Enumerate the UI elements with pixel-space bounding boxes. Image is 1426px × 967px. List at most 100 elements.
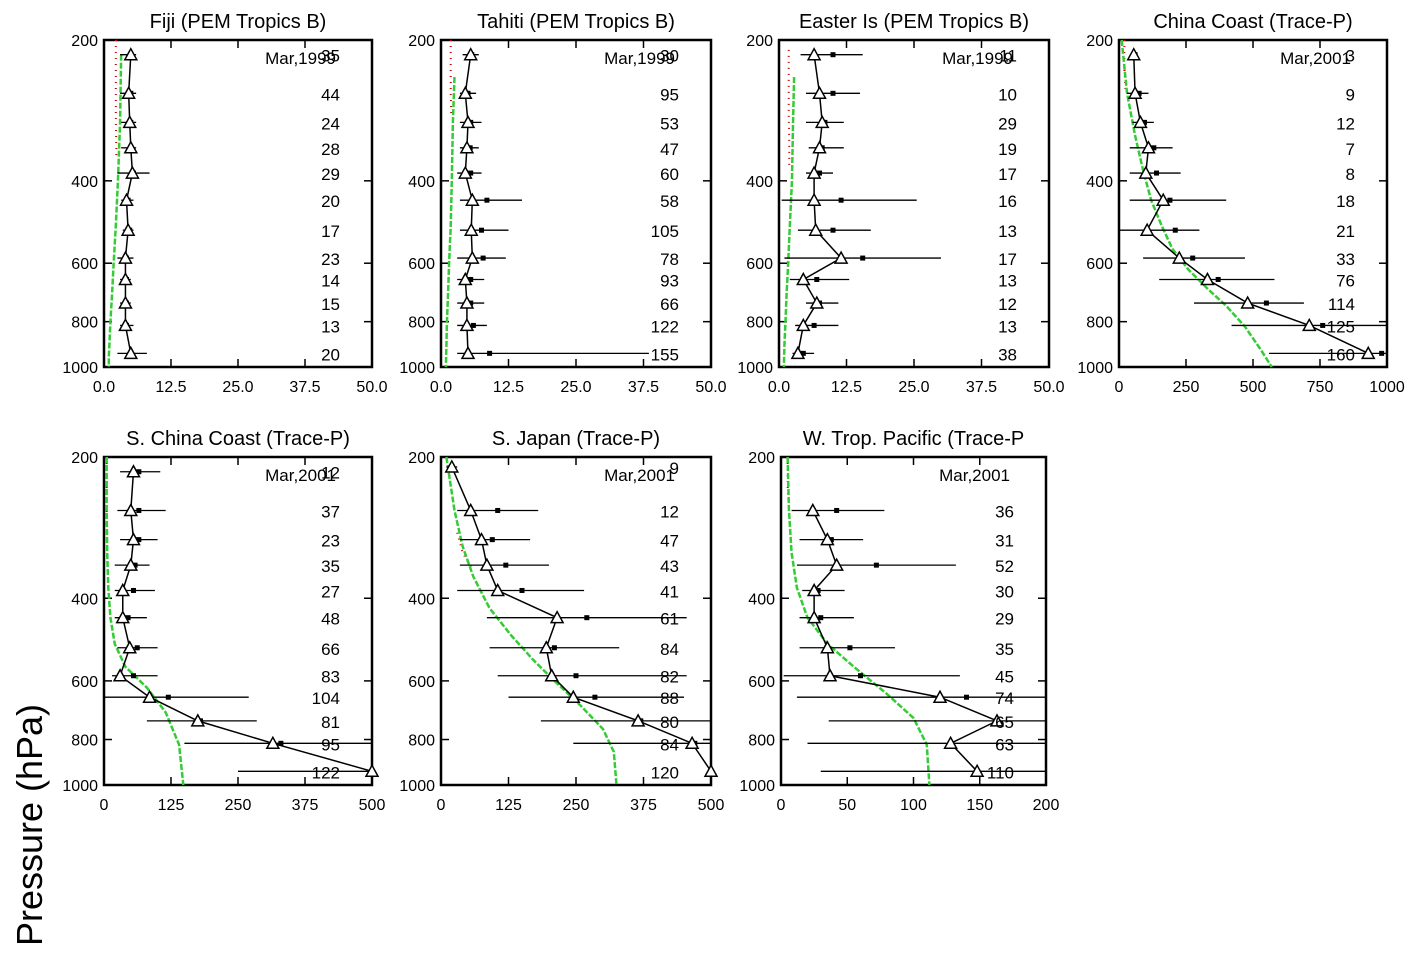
model-series-line (444, 76, 456, 368)
count-label: 31 (995, 532, 1014, 551)
mean-marker (847, 645, 853, 651)
median-marker (465, 192, 480, 206)
median-marker (463, 47, 478, 61)
median-marker (989, 713, 1005, 727)
y-tick-label: 800 (71, 733, 98, 750)
median-marker (119, 192, 134, 206)
count-label: 93 (660, 271, 679, 290)
count-label: 29 (995, 610, 1014, 629)
mean-marker (165, 694, 171, 700)
median-marker (1133, 114, 1148, 129)
count-label: 13 (998, 317, 1017, 336)
x-tick-label: 0 (100, 797, 109, 814)
median-marker (796, 317, 811, 332)
mean-marker (860, 255, 866, 261)
y-tick-label: 1000 (739, 778, 775, 795)
count-label: 27 (321, 582, 340, 601)
y-tick-label: 200 (71, 33, 98, 50)
median-marker (118, 295, 133, 309)
background-series-line (787, 49, 791, 165)
median-marker (121, 85, 136, 100)
count-label: 105 (651, 222, 679, 241)
panel-title: Easter Is (PEM Tropics B) (799, 11, 1029, 33)
y-axis-label: Pressure (hPa) (9, 704, 50, 946)
median-marker (364, 763, 380, 778)
median-marker (118, 271, 133, 286)
median-marker (444, 459, 460, 473)
date-label: Mar,1999 (604, 49, 675, 68)
panel-title: S. Japan (Trace-P) (492, 428, 660, 450)
median-series-line (451, 466, 712, 772)
count-label: 23 (321, 532, 340, 551)
median-marker (463, 222, 479, 236)
mean-marker (484, 197, 490, 203)
count-label: 60 (660, 165, 679, 184)
count-label: 14 (321, 271, 340, 290)
model-series-line (105, 457, 185, 786)
median-marker (806, 165, 822, 179)
count-label: 82 (660, 668, 679, 687)
mean-marker (830, 90, 836, 96)
count-label: 12 (321, 464, 340, 483)
mean-marker (136, 469, 142, 475)
x-tick-label: 750 (1307, 379, 1334, 396)
median-marker (549, 610, 565, 624)
median-marker (812, 140, 827, 154)
y-tick-label: 400 (408, 174, 435, 191)
count-label: 35 (321, 47, 340, 66)
count-label: 160 (1327, 345, 1355, 364)
model-series-line (107, 54, 123, 367)
mean-marker (136, 507, 142, 513)
median-marker (126, 464, 141, 478)
y-tick-label: 200 (408, 450, 435, 467)
count-label: 81 (321, 713, 340, 732)
count-label: 23 (321, 250, 340, 269)
y-tick-label: 800 (1086, 315, 1113, 332)
median-marker (123, 502, 139, 517)
mean-marker (830, 52, 836, 58)
mean-marker (811, 322, 817, 328)
x-tick-label: 50.0 (695, 379, 726, 396)
count-label: 20 (321, 192, 340, 211)
mean-marker (551, 645, 557, 651)
count-label: 122 (312, 763, 340, 782)
y-tick-label: 600 (746, 256, 773, 273)
count-label: 9 (1346, 85, 1355, 104)
count-label: 66 (660, 295, 679, 314)
median-marker (115, 582, 131, 597)
y-tick-label: 800 (408, 733, 435, 750)
median-marker (820, 532, 835, 546)
count-label: 48 (321, 610, 340, 629)
median-marker (1126, 47, 1142, 61)
count-label: 13 (998, 222, 1017, 241)
count-label: 13 (321, 317, 340, 336)
model-series-line (1120, 39, 1273, 368)
median-marker (112, 668, 128, 682)
x-tick-label: 125 (495, 797, 522, 814)
median-marker (703, 763, 719, 778)
panel-title: W. Trop. Pacific (Trace-P (803, 428, 1025, 450)
count-label: 61 (660, 610, 679, 629)
mean-marker (858, 673, 863, 679)
median-marker (120, 222, 136, 236)
chart-panel-1: Fiji (PEM Tropics B) 200 400 600 800 1000 0.0 1… (62, 11, 387, 396)
mean-marker (818, 615, 824, 621)
x-tick-label: 100 (900, 797, 927, 814)
count-label: 58 (660, 192, 679, 211)
count-label: 33 (1336, 250, 1355, 269)
count-label: 28 (321, 140, 340, 159)
median-marker (123, 140, 139, 154)
mean-marker (489, 537, 495, 543)
count-label: 29 (998, 114, 1017, 133)
median-marker (796, 271, 811, 286)
count-label: 20 (321, 345, 340, 364)
panel-title: S. China Coast (Trace-P) (126, 428, 350, 450)
median-marker (118, 317, 133, 332)
y-tick-label: 1000 (62, 360, 98, 377)
y-tick-label: 600 (71, 256, 98, 273)
median-marker (474, 532, 489, 546)
mean-marker (130, 587, 136, 593)
